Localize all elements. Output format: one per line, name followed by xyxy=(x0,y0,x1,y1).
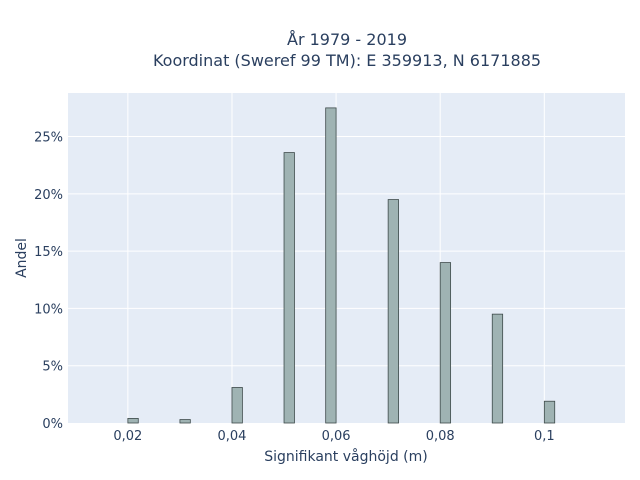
histogram-bar xyxy=(179,419,191,424)
histogram-bar xyxy=(231,387,243,424)
x-tick-label: 0,02 xyxy=(113,429,142,444)
x-tick-label: 0,04 xyxy=(218,429,247,444)
y-tick-label: 20% xyxy=(34,188,63,203)
histogram-bar xyxy=(127,418,139,424)
x-tick-label: 0,06 xyxy=(322,429,351,444)
y-tick-label: 15% xyxy=(34,245,63,260)
y-tick-labels: 0% 5% 10% 15% 20% 25% xyxy=(34,131,63,432)
x-tick-label: 0,1 xyxy=(534,429,555,444)
x-axis-label: Signifikant våghöjd (m) xyxy=(264,448,427,465)
bars xyxy=(127,107,556,424)
chart-subtitle: Koordinat (Sweref 99 TM): E 359913, N 61… xyxy=(153,51,541,70)
histogram-bar xyxy=(325,107,337,424)
x-tick-labels: 0,02 0,04 0,06 0,08 0,1 xyxy=(113,429,554,444)
y-tick-label: 5% xyxy=(42,360,63,375)
histogram-bar xyxy=(491,313,504,424)
histogram-bar xyxy=(387,199,399,424)
histogram-bar xyxy=(439,262,452,424)
chart-title: År 1979 - 2019 xyxy=(287,30,407,49)
y-axis-label: Andel xyxy=(14,238,30,278)
y-tick-label: 0% xyxy=(42,417,63,432)
y-tick-label: 10% xyxy=(34,302,63,317)
y-tick-label: 25% xyxy=(34,131,63,146)
x-tick-label: 0,08 xyxy=(426,429,455,444)
plot-area xyxy=(68,93,625,423)
histogram-bar xyxy=(283,152,295,424)
histogram-bar xyxy=(543,400,556,424)
